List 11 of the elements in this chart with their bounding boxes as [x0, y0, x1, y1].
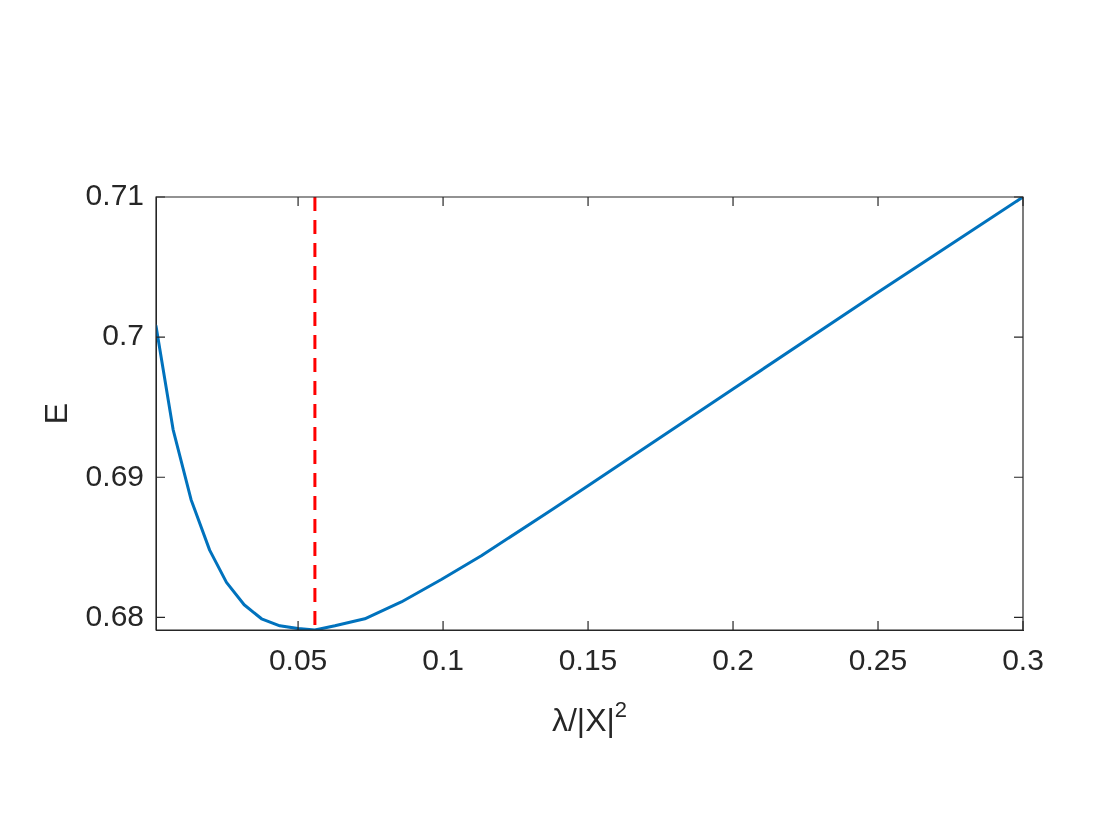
x-tick-label: 0.3 — [1002, 643, 1044, 677]
y-tick-label: 0.7 — [102, 318, 144, 352]
x-tick-label: 0.15 — [558, 643, 618, 677]
x-tick-label: 0.1 — [422, 643, 464, 677]
x-tick-label: 0.25 — [848, 643, 908, 677]
y-tick-label: 0.68 — [85, 598, 144, 632]
y-tick-label: 0.69 — [85, 458, 144, 492]
y-tick-label: 0.71 — [85, 178, 144, 212]
x-tick-label: 0.05 — [268, 643, 328, 677]
x-tick-label: 0.2 — [712, 643, 754, 677]
y-axis-title: E — [37, 402, 74, 425]
